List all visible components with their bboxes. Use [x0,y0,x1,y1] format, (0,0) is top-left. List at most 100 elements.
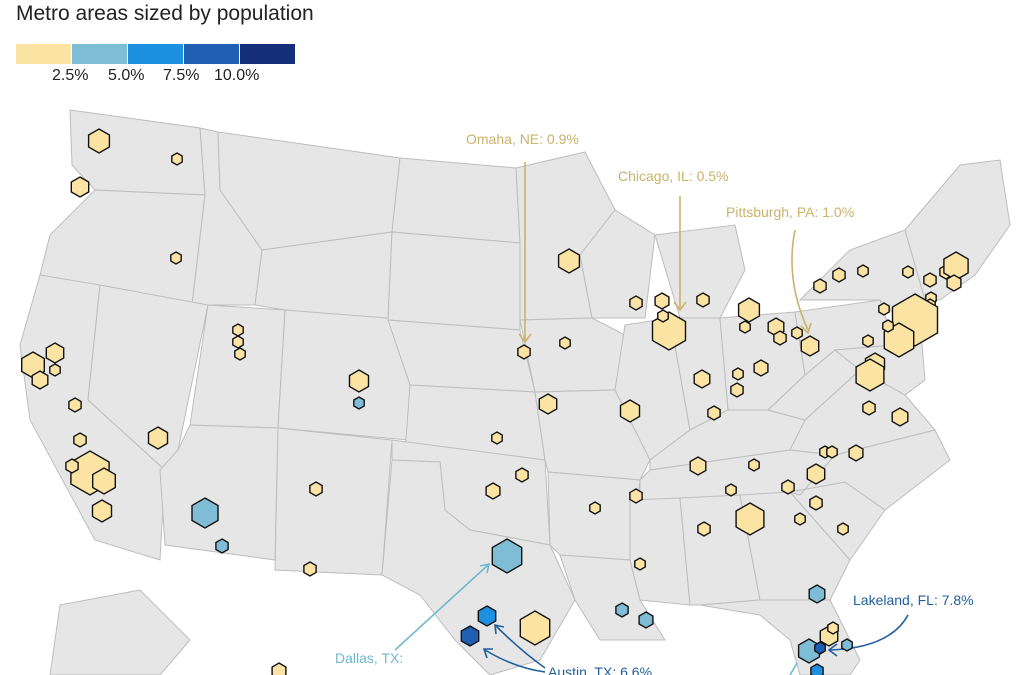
florida-teal-callout-line [789,662,798,675]
state-ga [739,491,851,601]
metro-hexagon [232,323,244,337]
metro-hexagon [634,557,646,571]
metro-hexagon [491,538,523,574]
state-shapes [19,109,1011,675]
metro-hexagon [814,641,826,655]
metro-hexagon [827,621,839,635]
metro-hexagon [538,393,558,415]
metro-hexagon [857,264,869,278]
map-title: Metro areas sized by population [16,2,314,25]
metro-hexagon [883,322,915,358]
metro-hexagon [862,334,874,348]
metro-hexagon [73,432,87,448]
metro-hexagon [191,497,219,529]
metro-hexagon [589,501,601,515]
legend-label-2: 5.0% [108,67,145,84]
legend-swatch-5 [240,44,295,64]
metro-hexagon [234,347,246,361]
omaha-arrow-icon [518,333,532,344]
metro-hexagon [810,663,824,675]
metro-hexagon [45,342,65,364]
metro-hexagon [638,611,654,629]
metro-hexagon [559,336,571,350]
metro-hexagon [215,538,229,554]
callout-lakeland: Lakeland, FL: 7.8% [853,592,974,608]
metro-hexagon [773,330,787,346]
metro-hexagon [794,512,806,526]
lakeland-arrow-icon [827,643,838,657]
legend-label-3: 7.5% [163,67,200,84]
state-wa [69,109,206,196]
metro-hexagon [800,335,820,357]
legend-swatch-4 [184,44,239,64]
metro-hexagon [837,522,849,536]
metro-hexagon [557,248,581,274]
metro-hexagon [271,662,287,675]
metro-hexagon [832,267,846,283]
legend-swatch-3 [128,44,183,64]
metro-hexagon [31,370,49,390]
pittsburgh-callout-line [791,229,809,331]
state-sd [387,231,521,331]
legend-label-4: 10.0% [214,67,260,84]
state-ne [387,319,536,393]
metro-hexagon [878,302,890,316]
metro-hexagon [629,295,643,311]
metro-hexagon [791,326,803,340]
metro-hexagon [848,444,864,462]
metro-hexagon [696,292,710,308]
metro-hexagon [707,405,721,421]
legend-labels: 2.5% 5.0% 7.5% 10.0% [16,64,316,84]
metro-hexagon [70,176,90,198]
metro-hexagon [737,297,761,323]
metro-hexagon [65,458,79,474]
metro-hexagon [91,499,113,523]
metro-hexagon [808,584,826,604]
metro-hexagon [460,625,480,647]
metro-hexagon [657,309,669,323]
dallas-callout-line [394,564,489,651]
state-ak-fragment [49,589,191,675]
austin-arrow-icon [494,623,505,635]
metro-hexagon [732,367,744,381]
metro-hexagon [946,274,962,292]
metro-hexagon [809,495,823,511]
metro-hexagon [49,363,61,377]
callout-chicago: Chicago, IL: 0.5% [618,168,729,184]
metro-hexagon [477,605,497,627]
state-ia [519,317,626,393]
metro-hexagon [68,397,82,413]
metro-hexagon [491,431,503,445]
state-wi [579,209,656,319]
metro-hexagon [485,482,501,500]
metro-hexagon [303,561,317,577]
metro-hexagon [348,369,370,393]
metro-hexagon [689,456,707,476]
callout-austin: Austin, TX: 6.6% [548,664,652,675]
metro-hexagon [902,265,914,279]
austin-callout-line [495,625,546,669]
metro-hexagon [806,463,826,485]
metro-hexagon [171,152,183,166]
state-ms [629,497,691,606]
legend-swatch-2 [72,44,127,64]
metro-hexagon [615,602,629,618]
state-ar [547,471,641,561]
metro-hexagon [232,335,244,349]
metro-hexagon [735,502,765,536]
metro-hexagon [91,467,117,495]
metro-hexagon [87,128,111,154]
metro-hexagon [753,359,769,377]
metro-hexagon [730,382,744,398]
metro-hexagon [891,407,909,427]
metro-hexagon [748,458,760,472]
state-nm [274,427,393,576]
metro-hexagon [725,483,737,497]
metro-hexagon [654,292,670,310]
state-nd [391,157,521,244]
legend-label-1: 2.5% [52,67,89,84]
metro-hexagon [519,610,551,646]
metro-hexagon [923,272,937,288]
metro-hexagon [862,400,876,416]
